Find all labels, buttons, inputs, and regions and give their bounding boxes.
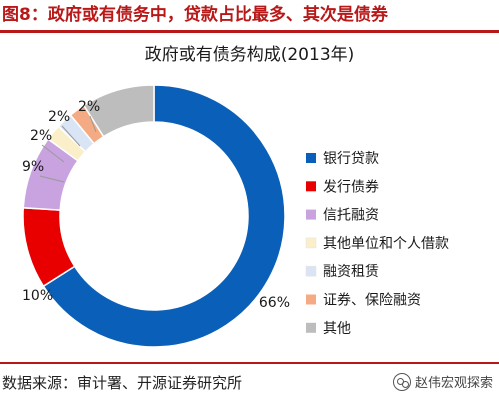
legend-swatch-1 (306, 153, 316, 163)
title-divider (0, 30, 499, 33)
legend-swatch-2 (306, 181, 316, 192)
donut-slice-1 (42, 84, 286, 348)
donut-data-labels: 66% 10% 9% 2% 2% 2% (22, 99, 290, 311)
legend-swatch-6 (306, 294, 316, 305)
data-label-6: 2% (78, 99, 100, 115)
leader-line-4 (41, 144, 65, 163)
figure-title: 图8：政府或有债务中，贷款占比最多、其次是债券 (2, 5, 388, 25)
leader-line-5 (61, 125, 81, 147)
leader-line-3 (39, 175, 65, 183)
legend-label-5: 融资租赁 (323, 264, 379, 280)
legend-label-4: 其他单位和个人借款 (323, 236, 449, 252)
chart-title: 政府或有债务构成(2013年) (144, 45, 355, 65)
data-label-4: 2% (30, 128, 52, 144)
legend-label-3: 信托融资 (323, 208, 379, 224)
legend-label-7: 其他 (323, 321, 351, 337)
data-label-3: 9% (22, 159, 44, 175)
wechat-icon (392, 372, 411, 391)
legend-swatch-5 (305, 265, 317, 277)
source-divider (0, 362, 499, 364)
donut-slice-7 (82, 84, 155, 138)
legend-label-6: 证券、保险融资 (323, 293, 421, 309)
watermark: 赵伟宏观探索 (392, 372, 493, 391)
data-label-2: 10% (22, 288, 53, 304)
data-label-1: 66% (259, 295, 290, 311)
data-source: 数据来源：审计署、开源证券研究所 (2, 374, 243, 392)
legend-label-2: 发行债券 (323, 179, 379, 195)
leader-line-6 (89, 115, 97, 133)
legend-label-1: 银行贷款 (323, 151, 379, 167)
donut-slices (22, 84, 286, 348)
legend-swatch-4 (305, 237, 317, 249)
legend-swatch-3 (306, 209, 316, 220)
data-label-5: 2% (48, 109, 70, 125)
legend-swatch-7 (306, 322, 316, 333)
watermark-text: 赵伟宏观探索 (414, 376, 493, 391)
